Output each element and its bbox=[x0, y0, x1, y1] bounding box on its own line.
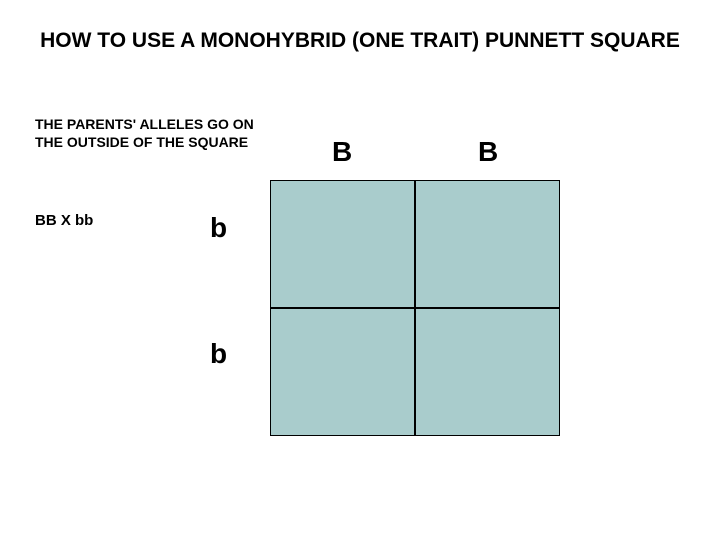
cross-label: BB X bb bbox=[35, 212, 93, 229]
top-allele-1: B bbox=[332, 136, 352, 168]
page-title: HOW TO USE A MONOHYBRID (ONE TRAIT) PUNN… bbox=[40, 28, 680, 54]
top-allele-2: B bbox=[478, 136, 498, 168]
left-allele-1: b bbox=[210, 212, 227, 244]
instruction-text: THE PARENTS' ALLELES GO ON THE OUTSIDE O… bbox=[35, 116, 265, 151]
punnett-cell bbox=[415, 308, 560, 436]
punnett-cell bbox=[270, 180, 415, 308]
punnett-square bbox=[270, 180, 560, 436]
left-allele-2: b bbox=[210, 338, 227, 370]
punnett-cell bbox=[415, 180, 560, 308]
punnett-cell bbox=[270, 308, 415, 436]
